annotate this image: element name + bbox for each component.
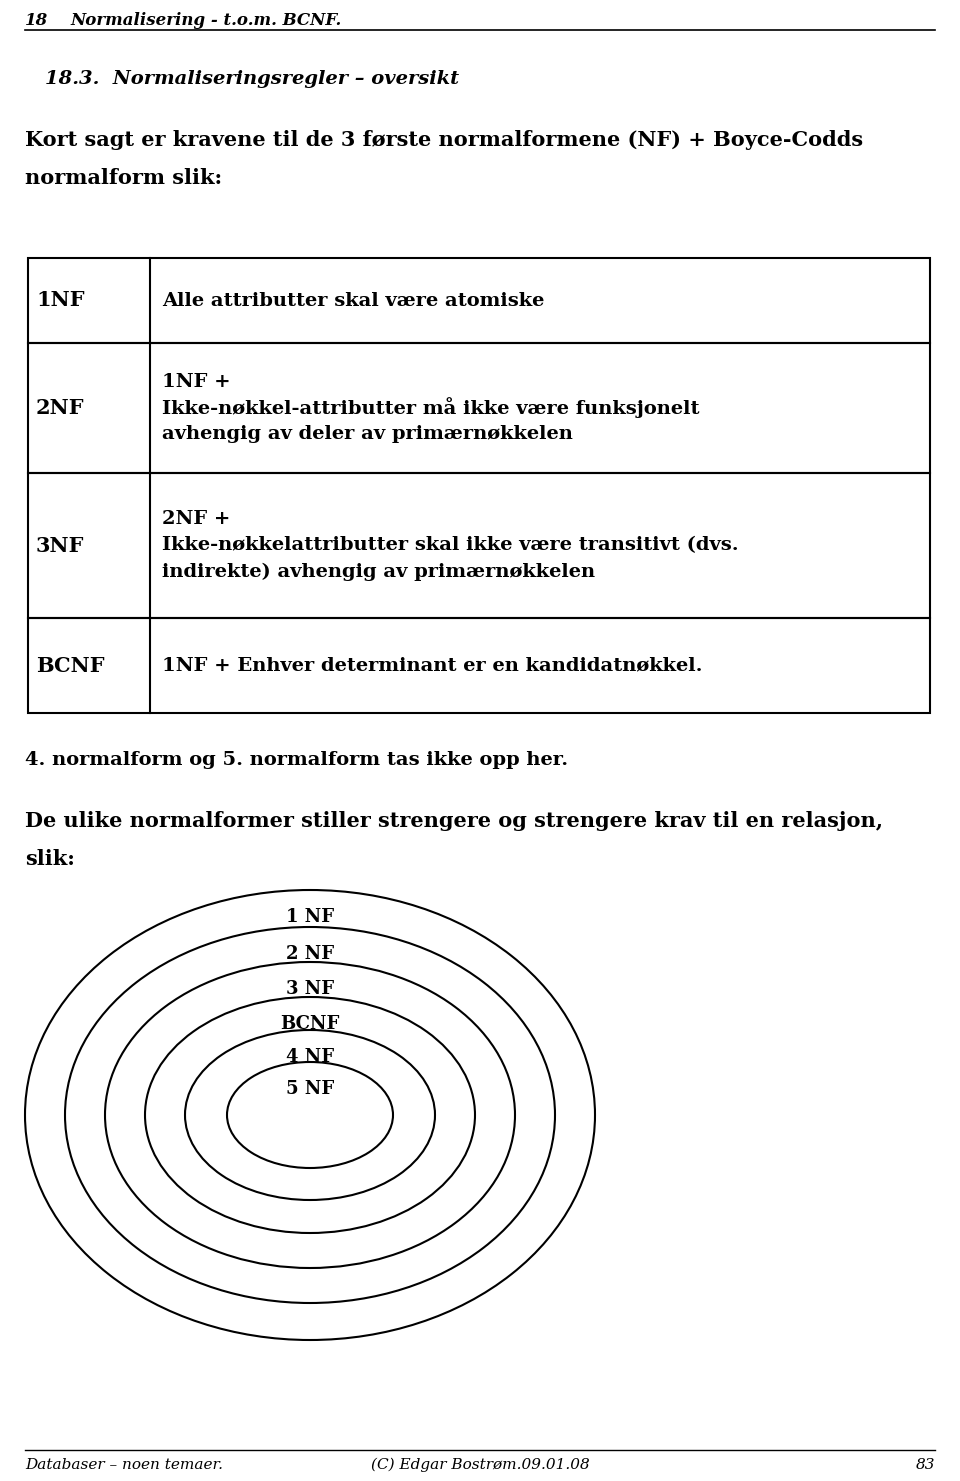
Text: indirekte) avhengig av primærnøkkelen: indirekte) avhengig av primærnøkkelen — [162, 563, 595, 581]
Text: Databaser – noen temaer.: Databaser – noen temaer. — [25, 1457, 223, 1472]
Text: BCNF: BCNF — [36, 656, 105, 675]
Text: Alle attributter skal være atomiske: Alle attributter skal være atomiske — [162, 292, 544, 310]
Text: 3 NF: 3 NF — [286, 980, 334, 998]
Text: Normalisering - t.o.m. BCNF.: Normalisering - t.o.m. BCNF. — [70, 12, 341, 30]
Text: 2 NF: 2 NF — [286, 945, 334, 963]
Text: De ulike normalformer stiller strengere og strengere krav til en relasjon,: De ulike normalformer stiller strengere … — [25, 812, 883, 831]
Text: BCNF: BCNF — [280, 1014, 340, 1034]
Text: 1 NF: 1 NF — [286, 908, 334, 926]
Text: 18.3.  Normaliseringsregler – oversikt: 18.3. Normaliseringsregler – oversikt — [45, 70, 459, 87]
Text: 2NF +: 2NF + — [162, 511, 230, 529]
Text: 4 NF: 4 NF — [286, 1049, 334, 1066]
Text: avhengig av deler av primærnøkkelen: avhengig av deler av primærnøkkelen — [162, 425, 573, 443]
Text: 2NF: 2NF — [36, 398, 84, 418]
Bar — [28, 344, 930, 472]
Bar — [28, 618, 930, 712]
Text: 83: 83 — [916, 1457, 935, 1472]
Text: Kort sagt er kravene til de 3 første normalformene (NF) + Boyce-Codds: Kort sagt er kravene til de 3 første nor… — [25, 130, 863, 150]
Bar — [28, 258, 930, 344]
Text: 4. normalform og 5. normalform tas ikke opp her.: 4. normalform og 5. normalform tas ikke … — [25, 751, 568, 769]
Text: slik:: slik: — [25, 849, 75, 869]
Text: 1NF + Enhver determinant er en kandidatnøkkel.: 1NF + Enhver determinant er en kandidatn… — [162, 656, 703, 674]
Text: Ikke-nøkkelattributter skal ikke være transitivt (dvs.: Ikke-nøkkelattributter skal ikke være tr… — [162, 536, 738, 554]
Bar — [28, 472, 930, 618]
Text: 18: 18 — [25, 12, 48, 30]
Text: (C) Edgar Bostrøm.09.01.08: (C) Edgar Bostrøm.09.01.08 — [371, 1457, 589, 1472]
Text: 5 NF: 5 NF — [286, 1080, 334, 1097]
Text: 3NF: 3NF — [36, 536, 84, 555]
Text: normalform slik:: normalform slik: — [25, 167, 222, 188]
Text: 1NF: 1NF — [36, 290, 84, 311]
Text: Ikke-nøkkel-attributter må ikke være funksjonelt: Ikke-nøkkel-attributter må ikke være fun… — [162, 397, 700, 419]
Text: 1NF +: 1NF + — [162, 373, 230, 391]
